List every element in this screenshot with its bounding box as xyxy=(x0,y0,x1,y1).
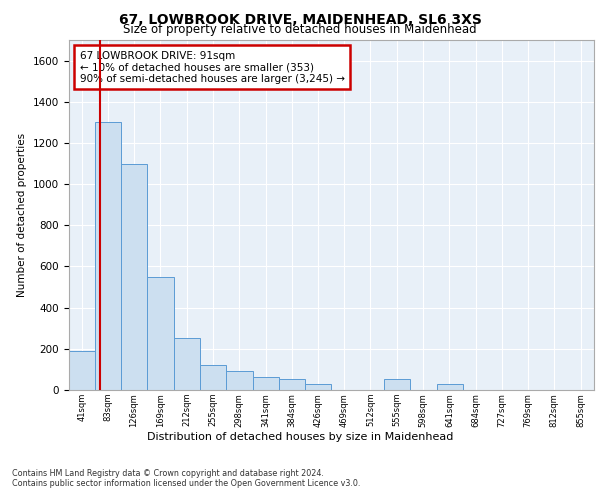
Text: Size of property relative to detached houses in Maidenhead: Size of property relative to detached ho… xyxy=(123,22,477,36)
Text: 67, LOWBROOK DRIVE, MAIDENHEAD, SL6 3XS: 67, LOWBROOK DRIVE, MAIDENHEAD, SL6 3XS xyxy=(119,12,481,26)
Bar xyxy=(253,376,279,390)
Bar xyxy=(174,338,200,390)
Y-axis label: Number of detached properties: Number of detached properties xyxy=(17,133,28,297)
Bar xyxy=(148,277,174,390)
Text: 67 LOWBROOK DRIVE: 91sqm
← 10% of detached houses are smaller (353)
90% of semi-: 67 LOWBROOK DRIVE: 91sqm ← 10% of detach… xyxy=(79,50,344,84)
Bar xyxy=(69,351,95,390)
Bar xyxy=(226,372,253,390)
Text: Distribution of detached houses by size in Maidenhead: Distribution of detached houses by size … xyxy=(147,432,453,442)
Bar xyxy=(437,384,463,390)
Bar xyxy=(200,366,226,390)
Bar xyxy=(121,164,148,390)
Bar xyxy=(305,384,331,390)
Text: Contains HM Land Registry data © Crown copyright and database right 2024.: Contains HM Land Registry data © Crown c… xyxy=(12,468,324,477)
Bar xyxy=(95,122,121,390)
Bar xyxy=(279,378,305,390)
Text: Contains public sector information licensed under the Open Government Licence v3: Contains public sector information licen… xyxy=(12,478,361,488)
Bar xyxy=(384,378,410,390)
